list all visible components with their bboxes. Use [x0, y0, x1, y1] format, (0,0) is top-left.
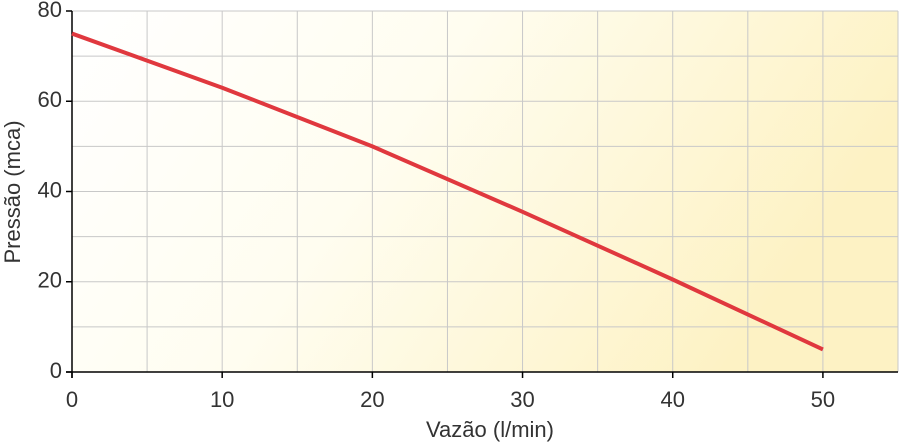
y-tick-label: 40: [38, 177, 62, 202]
x-axis-label: Vazão (l/min): [426, 417, 554, 442]
y-tick-label: 0: [50, 358, 62, 383]
x-tick-label: 40: [660, 387, 684, 412]
y-tick-label: 60: [38, 87, 62, 112]
x-tick-label: 20: [360, 387, 384, 412]
x-tick-label: 30: [510, 387, 534, 412]
x-tick-label: 0: [66, 387, 78, 412]
y-tick-label: 80: [38, 0, 62, 22]
x-tick-label: 10: [210, 387, 234, 412]
y-tick-label: 20: [38, 268, 62, 293]
y-axis-label: Pressão (mca): [0, 120, 25, 263]
data-line: [71, 31, 824, 352]
x-tick-label: 50: [811, 387, 835, 412]
